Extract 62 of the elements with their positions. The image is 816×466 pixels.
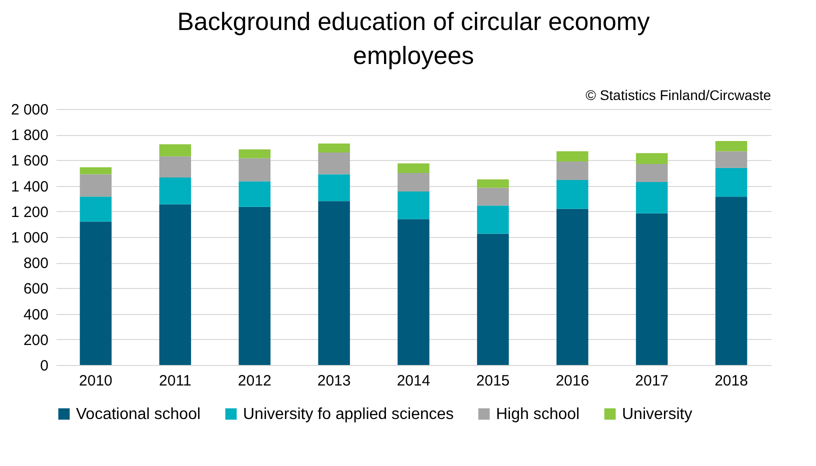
bar bbox=[556, 161, 588, 180]
bar bbox=[398, 192, 430, 220]
legend-label: University bbox=[622, 406, 692, 423]
bar bbox=[477, 188, 509, 206]
bar bbox=[318, 174, 350, 202]
bar bbox=[636, 153, 668, 164]
bar bbox=[238, 149, 270, 158]
bar bbox=[556, 151, 588, 162]
bar bbox=[556, 208, 588, 365]
y-tick-label: 1 000 bbox=[10, 230, 48, 246]
bar bbox=[80, 222, 112, 365]
bar bbox=[398, 219, 430, 365]
bar bbox=[80, 174, 112, 197]
bar bbox=[80, 196, 112, 222]
bar bbox=[398, 173, 430, 192]
bar bbox=[715, 151, 748, 168]
y-tick-label: 2 000 bbox=[10, 102, 48, 118]
bar bbox=[477, 234, 509, 365]
bar bbox=[238, 158, 270, 182]
bar bbox=[715, 196, 748, 365]
bar bbox=[715, 141, 748, 152]
bar bbox=[159, 177, 192, 204]
bar bbox=[159, 144, 192, 156]
chart-title: Background education of circular economy employees bbox=[177, 8, 650, 70]
text: © Statistics Finland/Circwaste bbox=[586, 87, 772, 103]
bar bbox=[715, 168, 748, 197]
x-tick-label: 2010 bbox=[79, 372, 112, 390]
y-tick-label: 1 400 bbox=[10, 178, 48, 196]
y-tick-label: 1 600 bbox=[10, 152, 48, 170]
bar bbox=[318, 152, 350, 174]
bar bbox=[80, 167, 112, 174]
bar bbox=[398, 163, 430, 173]
y-tick-label: 0 bbox=[40, 358, 48, 374]
y-tick-label: 600 bbox=[23, 280, 48, 298]
bar bbox=[318, 144, 350, 153]
bar bbox=[636, 213, 668, 365]
bar bbox=[159, 204, 192, 365]
x-tick-label: 2017 bbox=[635, 372, 669, 390]
bar bbox=[477, 179, 509, 188]
y-tick-label: 200 bbox=[23, 332, 48, 349]
x-tick-label: 2018 bbox=[714, 372, 748, 390]
bar bbox=[636, 182, 668, 214]
x-tick-label: 2011 bbox=[159, 372, 192, 390]
bar bbox=[636, 164, 668, 182]
x-tick-label: 2014 bbox=[396, 372, 430, 390]
x-tick-label: 2016 bbox=[556, 372, 590, 390]
y-tick-label: 1 200 bbox=[10, 204, 48, 221]
x-tick-label: 2012 bbox=[238, 372, 272, 390]
bar bbox=[477, 206, 509, 234]
y-tick-label: 1 800 bbox=[10, 127, 48, 144]
bar bbox=[159, 156, 192, 178]
bar bbox=[556, 180, 588, 209]
y-tick-label: 400 bbox=[23, 306, 48, 324]
bar bbox=[238, 181, 270, 207]
legend-label: University fo applied sciences bbox=[243, 406, 454, 423]
bar bbox=[318, 201, 350, 365]
legend-label: Vocational school bbox=[76, 406, 201, 423]
x-tick-label: 2013 bbox=[317, 372, 351, 390]
y-tick-label: 800 bbox=[23, 255, 48, 272]
x-tick-label: 2015 bbox=[476, 372, 510, 390]
legend-label: High school bbox=[496, 406, 580, 423]
bar bbox=[238, 206, 270, 365]
